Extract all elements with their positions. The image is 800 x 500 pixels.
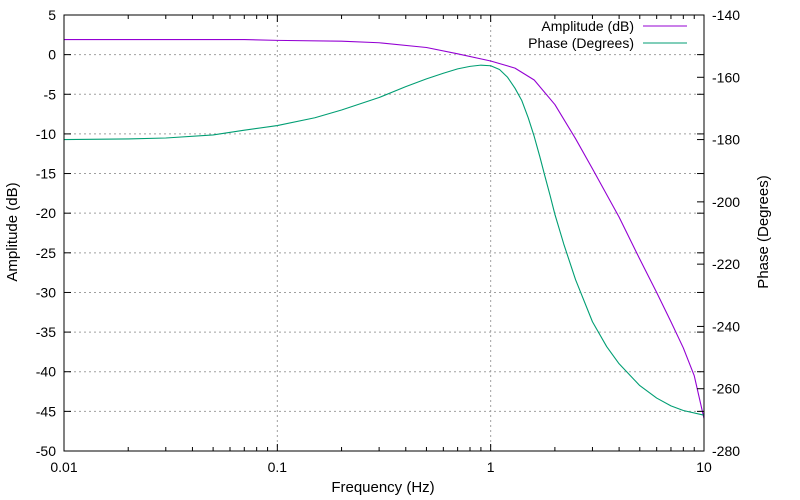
series-line-2 — [63, 64, 705, 416]
y2-tick-label: -180 — [712, 132, 740, 148]
y-tick-label: -40 — [36, 364, 56, 380]
y2-tick-label: -140 — [712, 7, 740, 23]
y2-tick-label: -160 — [712, 69, 740, 85]
legend-label-2: Phase (Degrees) — [528, 35, 634, 51]
y2-tick-label: -260 — [712, 381, 740, 397]
x-tick-label: 0.01 — [50, 459, 77, 475]
y2-tick-label: -220 — [712, 256, 740, 272]
series-line-1 — [64, 39, 705, 419]
y-tick-label: -25 — [36, 245, 56, 261]
legend: Amplitude (dB)Phase (Degrees) — [528, 18, 687, 51]
x-tick-label: 1 — [487, 459, 495, 475]
axis-ticks: 5 0 -5 -10 -15 -20 -25 -30 -35 -40 -45 -50 -140 -160 -… — [36, 7, 740, 475]
y-tick-label: -20 — [36, 205, 56, 221]
y-tick-label: -50 — [36, 443, 56, 459]
y2-tick-label: -240 — [712, 318, 740, 334]
y-tick-label: -10 — [36, 126, 56, 142]
y-tick-label: 0 — [48, 47, 56, 63]
y-axis-title: Amplitude (dB) — [4, 182, 21, 281]
y-tick-label: 5 — [48, 7, 56, 23]
x-tick-label: 0.1 — [268, 459, 288, 475]
y2-tick-label: -280 — [712, 443, 740, 459]
y-tick-label: -30 — [36, 284, 56, 300]
x-tick-label: 10 — [696, 459, 712, 475]
y2-tick-label: -200 — [712, 194, 740, 210]
y-tick-label: -15 — [36, 166, 56, 182]
grid — [64, 15, 704, 451]
x-axis-title: Frequency (Hz) — [331, 479, 434, 496]
y-tick-label: -35 — [36, 324, 56, 340]
y-tick-label: -45 — [36, 403, 56, 419]
y2-axis-title: Phase (Degrees) — [755, 175, 772, 288]
legend-label-1: Amplitude (dB) — [541, 18, 634, 34]
series-layer — [63, 39, 705, 419]
y-tick-label: -5 — [44, 86, 57, 102]
plot-frame — [63, 14, 705, 452]
